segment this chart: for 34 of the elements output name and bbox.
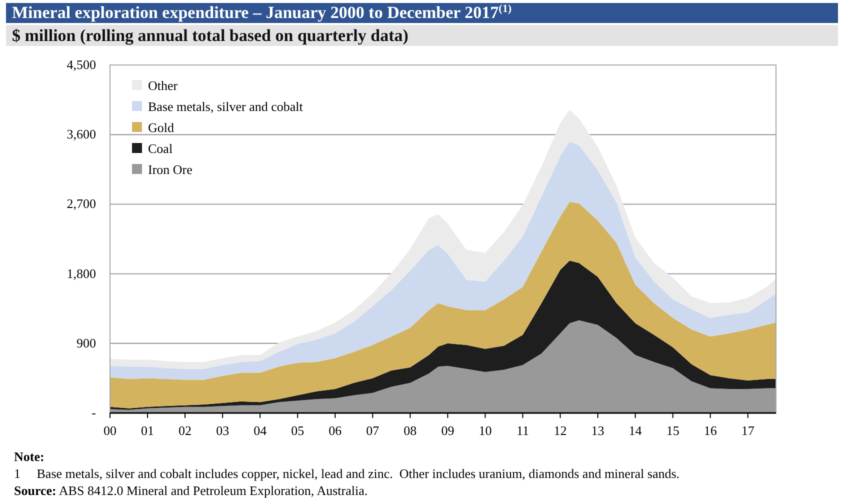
- y-tick-label: 900: [76, 335, 96, 350]
- x-tick-label: 05: [291, 423, 304, 438]
- legend-label: Coal: [148, 141, 173, 156]
- x-tick-label: 09: [441, 423, 454, 438]
- x-tick-label: 17: [741, 423, 755, 438]
- x-tick-label: 16: [704, 423, 718, 438]
- x-tick-label: 08: [404, 423, 417, 438]
- chart-subtitle: $ million (rolling annual total based on quarterly data): [12, 26, 408, 45]
- source-note: Source: ABS 8412.0 Mineral and Petroleum Exploration, Australia.: [14, 483, 368, 498]
- x-tick-label: 13: [591, 423, 604, 438]
- x-tick-label: 10: [478, 423, 492, 438]
- legend-label: Base metals, silver and cobalt: [148, 99, 304, 114]
- x-tick-label: 11: [516, 423, 529, 438]
- x-tick-label: 02: [178, 423, 192, 438]
- x-tick-label: 01: [141, 423, 154, 438]
- y-tick-label: 2,700: [66, 196, 96, 212]
- y-tick-label: 3,600: [66, 126, 96, 142]
- y-tick-label: 1,800: [66, 266, 96, 281]
- y-tick-label: 4,500: [66, 57, 96, 72]
- text: 1 Base metals, silver and cobalt includes copper, nickel, lead and zinc. Other includes uranium, diamonds and mineral sands.: [14, 466, 680, 481]
- x-tick-label: 03: [216, 423, 230, 438]
- legend-label: Iron Ore: [148, 162, 193, 177]
- y-tick-label: -: [92, 405, 96, 420]
- x-tick-label: 12: [554, 423, 567, 438]
- chart-title: Mineral exploration expenditure – January 2000 to December 2017$^{(1)}$: [12, 3, 512, 22]
- legend-label: Other: [148, 78, 178, 93]
- x-tick-label: 14: [628, 423, 642, 438]
- x-tick-label: 15: [666, 423, 680, 438]
- x-tick-label: 06: [328, 423, 342, 438]
- x-tick-label: 04: [254, 423, 268, 438]
- legend-label: Gold: [148, 120, 174, 135]
- x-tick-label: 00: [104, 423, 116, 438]
- text: Note:: [14, 449, 44, 464]
- x-tick-label: 07: [366, 423, 380, 438]
